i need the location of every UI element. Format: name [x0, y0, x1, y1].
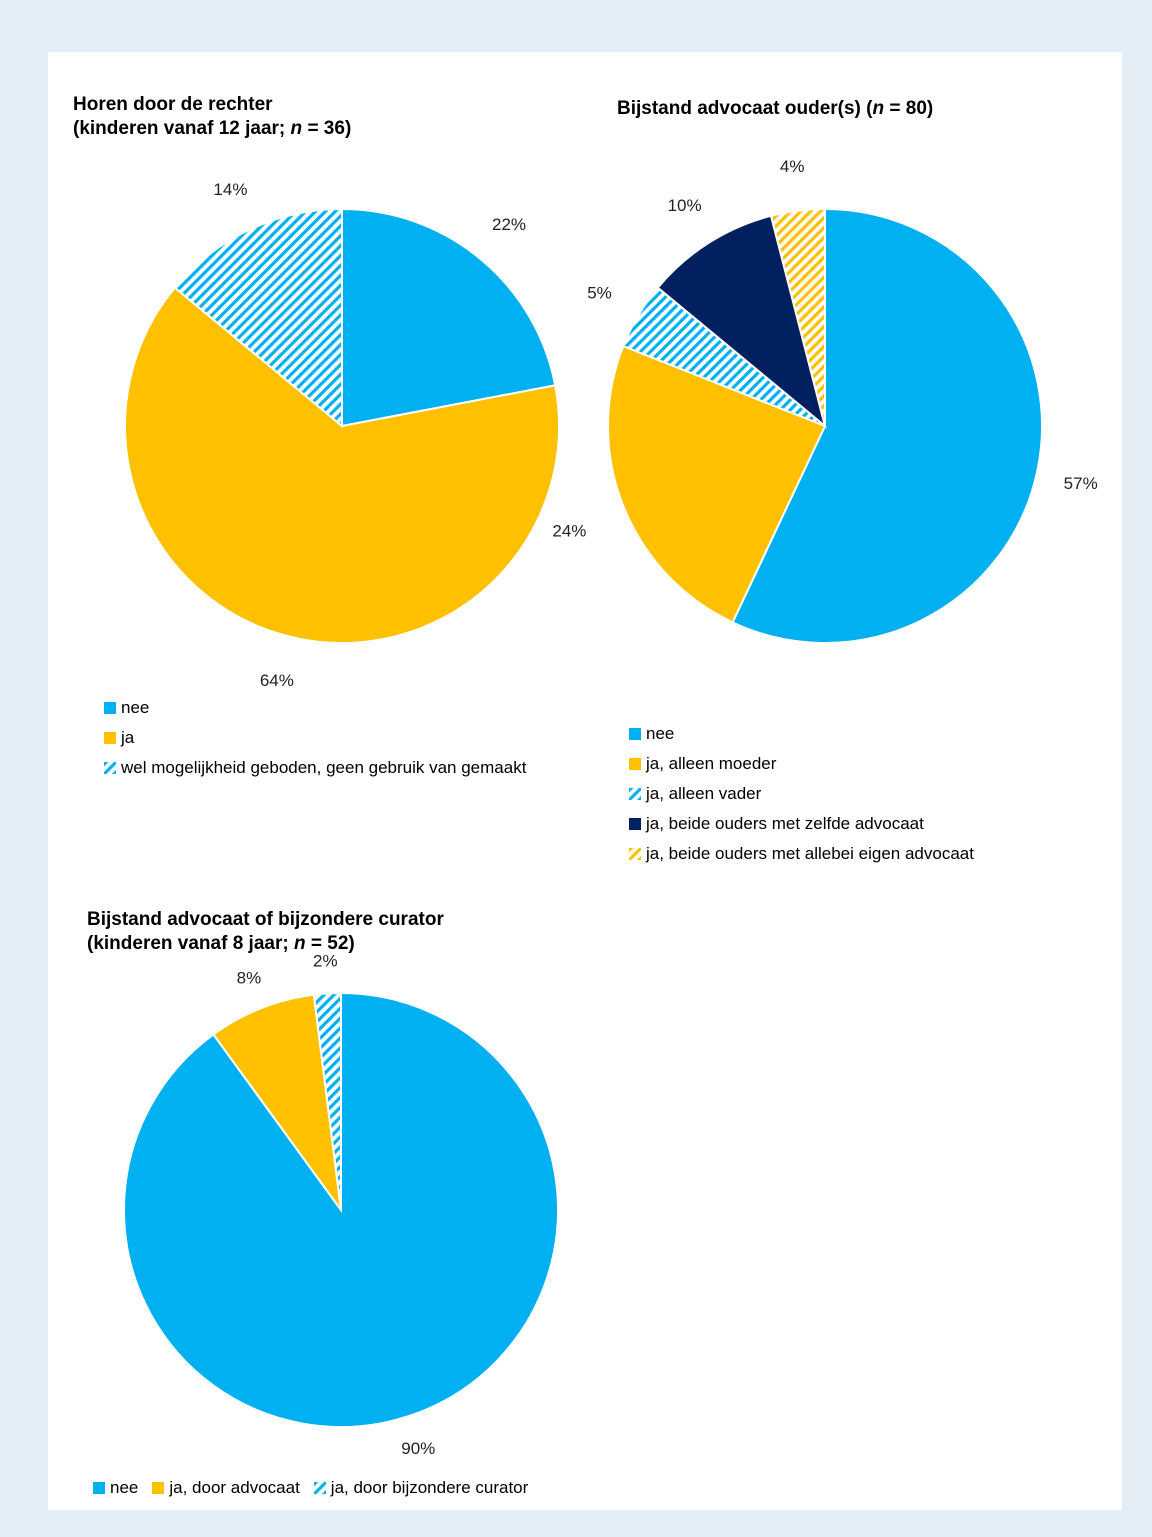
legend-swatch [629, 728, 641, 740]
legend-swatch [629, 848, 641, 860]
pie-slice [656, 214, 827, 429]
pie-slice [607, 344, 827, 624]
pie-slice [312, 991, 342, 1211]
chart1-title-line2: (kinderen vanaf 12 jaar; n = 36) [73, 118, 352, 139]
chart3-title-line1: Bijstand advocaat of bijzondere curator [87, 909, 444, 930]
slice-data-label: 14% [213, 180, 247, 199]
slice-data-label: 5% [587, 284, 612, 303]
chart2-legend: nee ja, alleen moeder ja, alleen vader j… [629, 719, 974, 869]
legend-item: ja, alleen vader [629, 779, 974, 809]
legend-swatch [152, 1482, 165, 1494]
slice-data-label: 64% [260, 671, 294, 690]
legend-swatch [313, 1482, 326, 1494]
legend-item: ja, door bijzondere curator [313, 1473, 528, 1503]
legend-swatch [104, 702, 116, 714]
legend-item: ja [104, 723, 526, 753]
slice-data-label: 22% [492, 215, 526, 234]
chart1-title: Horen door de rechter (kinderen vanaf 12… [73, 93, 351, 141]
slice-data-label: 2% [313, 951, 338, 970]
slice-data-label: 90% [401, 1439, 435, 1458]
legend-item: ja, door advocaat [152, 1473, 300, 1503]
legend-swatch [104, 732, 116, 744]
slice-data-label: 24% [552, 521, 586, 540]
pie-slice [212, 993, 342, 1211]
chart3-title-line2: (kinderen vanaf 8 jaar; n = 52) [87, 933, 355, 954]
legend-swatch [629, 758, 641, 770]
legend-swatch [104, 762, 116, 774]
chart1-title-line1: Horen door de rechter [73, 94, 273, 115]
chart2-title: Bijstand advocaat ouder(s) (n = 80) [617, 98, 934, 119]
pie-chart-bijstand-ouders: 57% 24% 5% 10% 4% [552, 157, 1098, 644]
pie-slice [769, 207, 826, 427]
pie-slice [124, 286, 560, 644]
pie-slice [173, 207, 343, 429]
legend-item: nee [104, 693, 526, 723]
chart3-title: Bijstand advocaat of bijzondere curator … [87, 908, 444, 956]
legend-item: ja, beide ouders met allebei eigen advoc… [629, 839, 974, 869]
chart3-legend: nee ja, door advocaat ja, door bijzonder… [93, 1473, 542, 1503]
legend-swatch [93, 1482, 105, 1494]
slice-data-label: 8% [237, 969, 262, 988]
slice-data-label: 10% [668, 196, 702, 215]
legend-row: nee ja, door advocaat ja, door bijzonder… [93, 1473, 542, 1503]
legend-swatch [629, 788, 641, 800]
legend-item: nee [93, 1473, 138, 1503]
pie-slice [731, 207, 1043, 644]
legend-item: nee [629, 719, 974, 749]
pie-chart-bijstand-kinderen: 90% 8% 2% [123, 951, 559, 1458]
legend-swatch [629, 818, 641, 830]
pie-chart-horen: 22% 64% 14% [124, 180, 560, 690]
legend-item: ja, alleen moeder [629, 749, 974, 779]
legend-item: ja, beide ouders met zelfde advocaat [629, 809, 974, 839]
chart1-legend: nee ja wel mogelijkheid geboden, geen ge… [104, 693, 526, 783]
pie-slice [341, 207, 557, 428]
legend-item: wel mogelijkheid geboden, geen gebruik v… [104, 753, 526, 783]
slice-data-label: 57% [1064, 474, 1098, 493]
slice-data-label: 4% [780, 157, 805, 176]
